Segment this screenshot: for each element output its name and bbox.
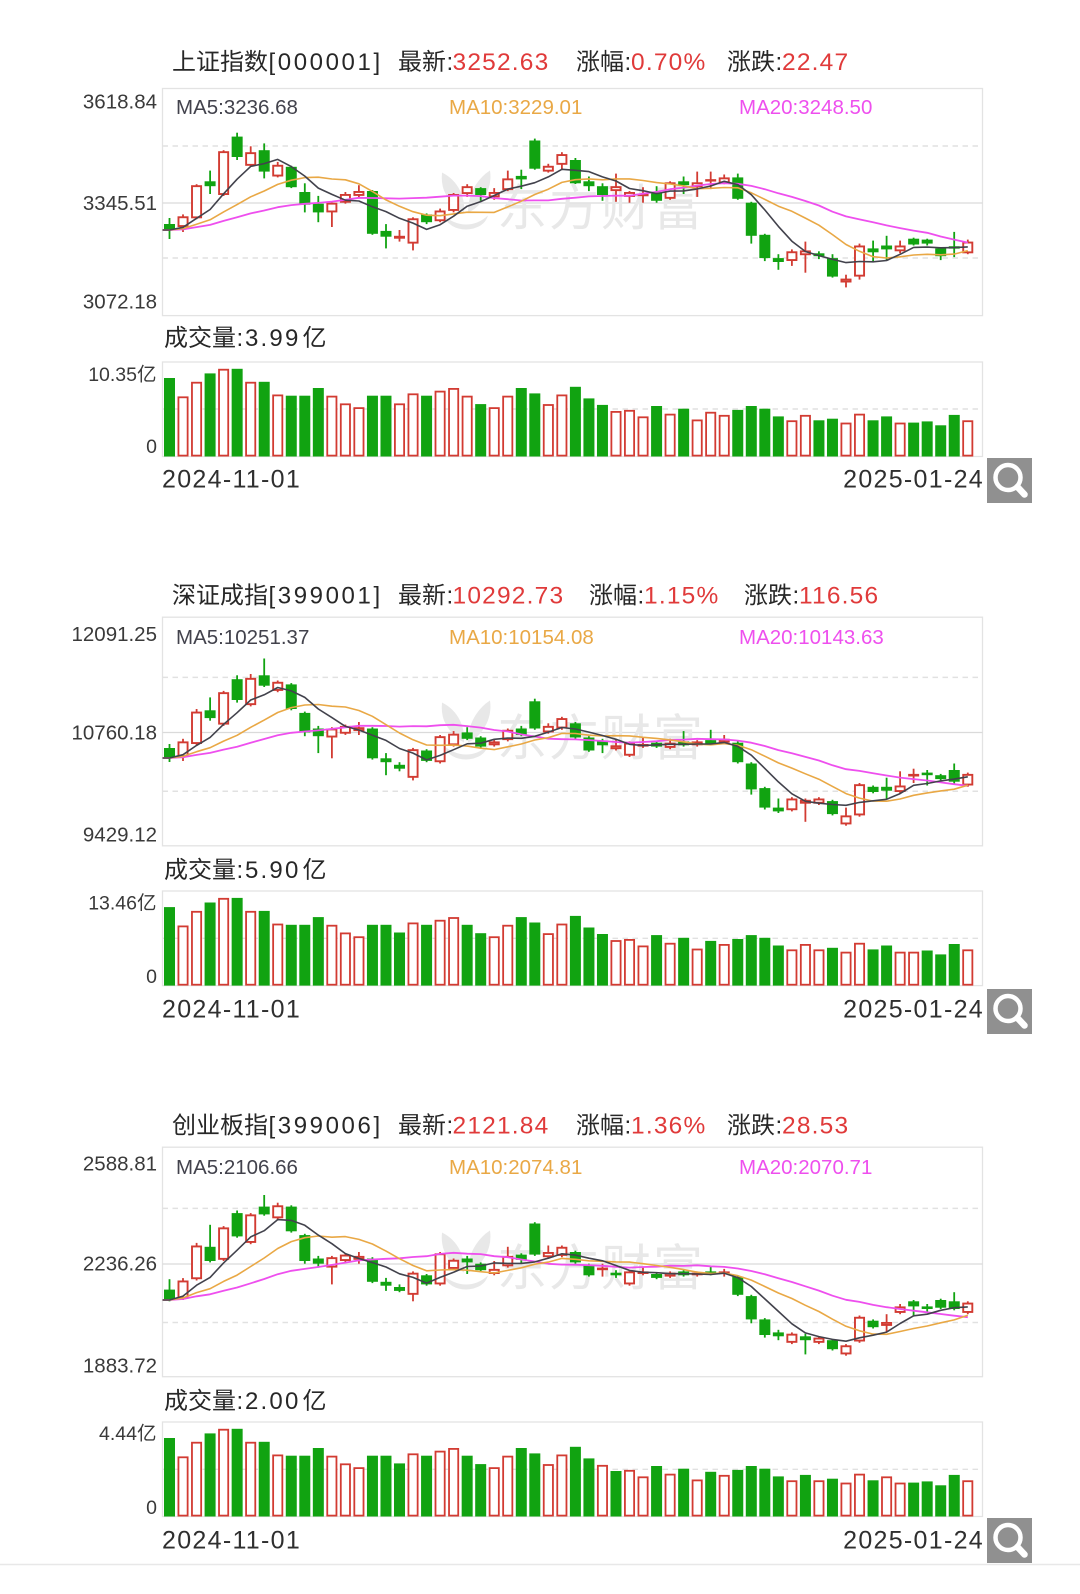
svg-text::: :	[447, 49, 454, 76]
svg-text:1.15%: 1.15%	[644, 583, 719, 610]
svg-text:MA5:10251.37: MA5:10251.37	[176, 626, 309, 649]
svg-text:2025-01-24: 2025-01-24	[843, 1527, 984, 1555]
svg-text:4.44: 4.44	[99, 1423, 137, 1445]
svg-text::: :	[776, 1113, 783, 1140]
svg-text:1.36%: 1.36%	[631, 1113, 706, 1140]
svg-text:2588.81: 2588.81	[83, 1153, 157, 1176]
svg-text::: :	[237, 1388, 244, 1415]
svg-text::: :	[447, 583, 454, 610]
svg-text:MA10:3229.01: MA10:3229.01	[449, 96, 582, 119]
svg-text:13.46: 13.46	[88, 893, 137, 915]
svg-text:MA20:3248.50: MA20:3248.50	[739, 96, 872, 119]
svg-text::: :	[447, 1113, 454, 1140]
svg-text::: :	[638, 583, 645, 610]
svg-text:2024-11-01: 2024-11-01	[162, 996, 301, 1024]
svg-text:5.90: 5.90	[245, 857, 301, 884]
svg-text:0.70%: 0.70%	[631, 49, 706, 76]
svg-text:10.35: 10.35	[88, 364, 137, 386]
svg-text:2121.84: 2121.84	[453, 1113, 550, 1140]
svg-text:10760.18: 10760.18	[71, 722, 157, 745]
svg-text:2025-01-24: 2025-01-24	[843, 996, 984, 1024]
svg-text:MA20:10143.63: MA20:10143.63	[739, 626, 884, 649]
svg-text:[399006]: [399006]	[269, 1113, 383, 1140]
svg-text:3.99: 3.99	[245, 325, 301, 352]
svg-text:MA5:3236.68: MA5:3236.68	[176, 96, 298, 119]
svg-text:1883.72: 1883.72	[83, 1355, 157, 1378]
svg-text:2024-11-01: 2024-11-01	[162, 466, 301, 494]
svg-text::: :	[237, 857, 244, 884]
svg-text:3252.63: 3252.63	[453, 49, 550, 76]
svg-text:3072.18: 3072.18	[83, 291, 157, 314]
svg-text:2.00: 2.00	[245, 1388, 301, 1415]
svg-text:0: 0	[146, 436, 157, 458]
svg-text::: :	[793, 583, 800, 610]
svg-text:MA5:2106.66: MA5:2106.66	[176, 1156, 298, 1179]
svg-text:2236.26: 2236.26	[83, 1253, 157, 1276]
svg-text:[000001]: [000001]	[269, 49, 383, 76]
svg-text:0: 0	[146, 1497, 157, 1519]
svg-text:2025-01-24: 2025-01-24	[843, 466, 984, 494]
svg-text:0: 0	[146, 966, 157, 988]
svg-text:3345.51: 3345.51	[83, 192, 157, 215]
svg-text:22.47: 22.47	[782, 49, 849, 76]
svg-text:28.53: 28.53	[782, 1113, 849, 1140]
svg-text:12091.25: 12091.25	[71, 623, 157, 646]
svg-text:MA10:2074.81: MA10:2074.81	[449, 1156, 582, 1179]
svg-text:3618.84: 3618.84	[83, 91, 157, 114]
svg-text:[399001]: [399001]	[269, 583, 383, 610]
svg-text::: :	[625, 49, 632, 76]
svg-text::: :	[237, 325, 244, 352]
svg-text::: :	[625, 1113, 632, 1140]
svg-text:116.56: 116.56	[799, 583, 879, 610]
svg-text::: :	[776, 49, 783, 76]
svg-text:2024-11-01: 2024-11-01	[162, 1527, 301, 1555]
svg-text:MA10:10154.08: MA10:10154.08	[449, 626, 594, 649]
svg-text:9429.12: 9429.12	[83, 824, 157, 847]
svg-text:10292.73: 10292.73	[453, 583, 565, 610]
svg-text:MA20:2070.71: MA20:2070.71	[739, 1156, 872, 1179]
